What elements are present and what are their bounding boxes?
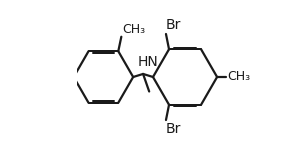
- Text: CH₃: CH₃: [122, 23, 145, 36]
- Text: CH₃: CH₃: [227, 71, 250, 83]
- Text: Br: Br: [165, 18, 181, 32]
- Text: HN: HN: [138, 55, 159, 69]
- Text: Br: Br: [165, 122, 181, 136]
